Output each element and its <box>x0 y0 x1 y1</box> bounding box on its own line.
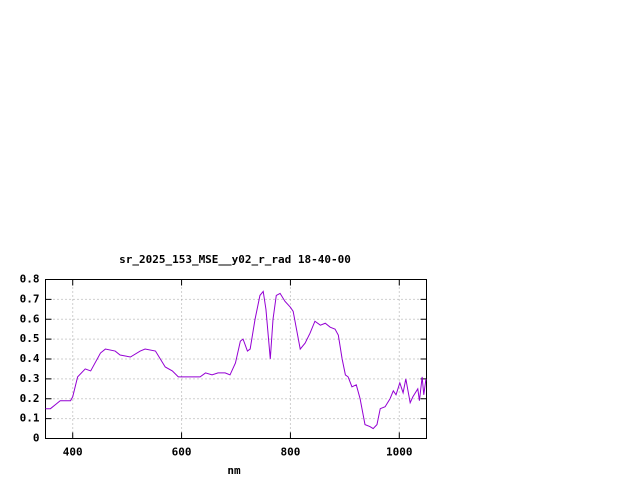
y-tick-label: 0.5 <box>20 332 40 345</box>
plot-frame <box>45 279 427 439</box>
chart-title: sr_2025_153_MSE__y02_r_rad 18-40-00 <box>119 253 351 266</box>
y-tick-label: 0.7 <box>20 292 40 305</box>
x-tick-label: 400 <box>63 446 83 459</box>
y-tick-label: 0.1 <box>20 412 40 425</box>
data-line <box>45 290 427 430</box>
x-tick-label: 1000 <box>386 446 413 459</box>
y-tick-label: 0.6 <box>20 312 40 325</box>
y-tick-label: 0.3 <box>20 372 40 385</box>
x-axis-label: nm <box>227 464 241 477</box>
x-tick-label: 600 <box>172 446 192 459</box>
y-tick-label: 0 <box>33 432 40 445</box>
x-tick-label: 800 <box>280 446 300 459</box>
y-tick-label: 0.4 <box>20 352 40 365</box>
y-tick-label: 0.8 <box>20 273 40 286</box>
y-tick-label: 0.2 <box>20 392 40 405</box>
